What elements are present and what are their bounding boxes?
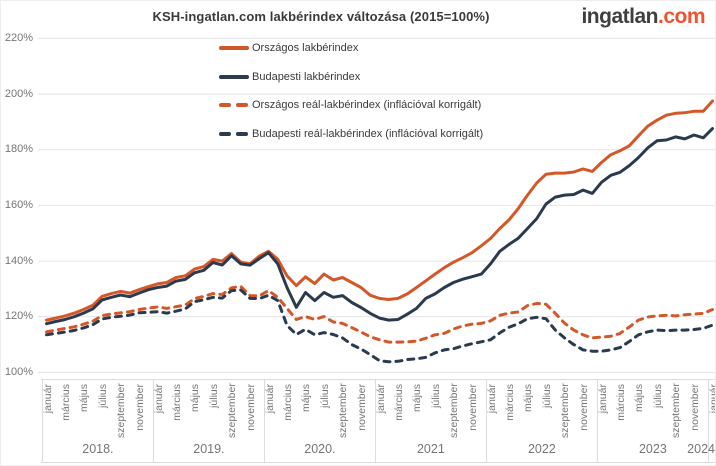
x-tick-label-month: január bbox=[41, 384, 54, 414]
x-tick-label-month: március bbox=[59, 384, 72, 421]
x-axis-year-label: 2020. bbox=[304, 442, 336, 456]
x-axis-year-label: 2021 bbox=[416, 442, 445, 456]
x-tick-label-month: szeptember bbox=[670, 383, 683, 438]
x-tick-label-month: március bbox=[614, 384, 627, 421]
x-tick-label-month: január bbox=[374, 384, 387, 414]
x-axis-year-cell-2023: január március május július szeptember novemb… bbox=[597, 380, 708, 462]
x-tick-label-month: január bbox=[596, 384, 609, 414]
x-tick-label-month: május bbox=[78, 384, 91, 413]
x-tick-label-month: május bbox=[633, 384, 646, 413]
x-tick-label-month: szeptember bbox=[115, 383, 128, 438]
x-axis-year-cell-2018: január március május július szeptember novemb… bbox=[42, 380, 153, 462]
legend-item-orszagos-lakberindex: Országos lakbérindex bbox=[219, 40, 483, 56]
legend-label: Országos lakbérindex bbox=[252, 42, 359, 54]
legend-item-budapesti-real-lakberindex: Budapesti reál-lakbérindex (inflációval … bbox=[219, 126, 483, 142]
chart-line-orszagos-real-lakberindex bbox=[45, 284, 714, 344]
x-tick-label-month: március bbox=[503, 384, 516, 421]
x-axis-year-cell-2020: január március május július szeptember novemb… bbox=[264, 380, 375, 462]
x-tick-label-month: november bbox=[577, 384, 590, 431]
x-tick-label-month: november bbox=[466, 384, 479, 431]
dashed-line-swatch-icon bbox=[219, 103, 249, 107]
x-tick-label-month: július bbox=[318, 384, 331, 408]
x-tick-label-month: november bbox=[355, 384, 368, 431]
y-tick-label-200pct: 200% bbox=[4, 87, 33, 100]
dash-segment-icon bbox=[219, 103, 231, 107]
ingatlan-com-logo: ingatlan.com bbox=[581, 5, 705, 29]
y-tick-label-220pct: 220% bbox=[4, 31, 33, 44]
dashed-line-swatch-icon bbox=[219, 131, 249, 136]
x-tick-label-month: július bbox=[651, 384, 664, 408]
x-tick-label-month: július bbox=[96, 384, 109, 408]
x-axis-year-cell-2022: január március május július szeptember novemb… bbox=[486, 380, 597, 462]
chart-line-orszagos-lakberindex bbox=[45, 99, 714, 322]
x-tick-label-month: november bbox=[244, 384, 257, 431]
chart-legend: Országos lakbérindex Budapesti lakbérinde… bbox=[219, 40, 483, 154]
x-tick-label-month: március bbox=[281, 384, 294, 421]
y-tick-label-160pct: 160% bbox=[4, 198, 33, 211]
legend-label: Budapesti lakbérindex bbox=[252, 70, 361, 83]
x-axis-year-cell-2021: január március május július szeptember novemb… bbox=[375, 380, 486, 462]
chart-line-budapesti-lakberindex bbox=[45, 127, 714, 326]
x-tick-label-month: július bbox=[540, 384, 553, 408]
dash-segment-icon bbox=[219, 131, 231, 136]
x-tick-label-month: november bbox=[133, 384, 146, 431]
logo-text-ingatlan: ingatlan bbox=[581, 5, 658, 28]
x-tick-label-month: május bbox=[300, 384, 313, 413]
solid-line-swatch-icon bbox=[219, 46, 249, 50]
chart-title: KSH-ingatlan.com lakbérindex változása (… bbox=[152, 9, 490, 24]
solid-line-swatch-icon bbox=[219, 74, 249, 79]
solid-segment-icon bbox=[219, 74, 249, 79]
x-tick-label-month: szeptember bbox=[559, 383, 572, 438]
x-axis-year-cell-2019: január március május július szeptember novemb… bbox=[153, 380, 264, 462]
x-axis-year-label: 2018. bbox=[82, 442, 114, 456]
logo-text-com: .com bbox=[657, 5, 706, 28]
y-tick-label-100pct: 100% bbox=[4, 365, 33, 378]
x-tick-label-month: szeptember bbox=[448, 383, 461, 438]
y-tick-label-180pct: 180% bbox=[4, 143, 33, 156]
chart-line-budapesti-real-lakberindex bbox=[45, 288, 714, 364]
legend-item-budapesti-lakberindex: Budapesti lakbérindex bbox=[219, 69, 483, 85]
x-tick-label-month: július bbox=[207, 384, 220, 408]
x-axis-year-label: 2019. bbox=[193, 442, 225, 456]
x-tick-label-month: május bbox=[522, 384, 535, 413]
x-tick-label-month: január bbox=[485, 384, 498, 414]
x-tick-label-month: március bbox=[170, 384, 183, 421]
x-tick-label-month: július bbox=[429, 384, 442, 408]
legend-item-orszagos-real-lakberindex: Országos reál-lakbérindex (inflációval k… bbox=[219, 97, 483, 113]
legend-label: Országos reál-lakbérindex (inflációval k… bbox=[252, 99, 482, 111]
solid-segment-icon bbox=[219, 46, 249, 50]
x-tick-label-month: szeptember bbox=[337, 383, 350, 438]
x-axis-year-label: 2023 bbox=[638, 442, 667, 456]
x-axis-year-label: 2024 bbox=[687, 442, 715, 456]
y-tick-label-120pct: 120% bbox=[4, 310, 33, 323]
x-axis-year-label: 2022 bbox=[527, 442, 556, 456]
x-tick-label-month: január bbox=[707, 384, 716, 414]
legend-label: Budapesti reál-lakbérindex (inflációval … bbox=[252, 127, 484, 140]
y-tick-label-140pct: 140% bbox=[4, 254, 33, 267]
x-axis: január március május július szeptember novemb… bbox=[41, 379, 716, 463]
x-tick-label-month: január bbox=[152, 384, 165, 414]
x-tick-label-month: november bbox=[688, 384, 701, 431]
dash-segment-icon bbox=[236, 103, 248, 107]
x-tick-label-month: május bbox=[189, 384, 202, 413]
x-axis-year-cell-2024: január 2024 bbox=[687, 380, 716, 462]
x-tick-label-month: január bbox=[263, 384, 276, 414]
x-tick-label-month: március bbox=[392, 384, 405, 421]
dash-segment-icon bbox=[236, 131, 248, 136]
x-tick-label-month: május bbox=[411, 384, 424, 413]
x-tick-label-month: szeptember bbox=[226, 383, 239, 438]
